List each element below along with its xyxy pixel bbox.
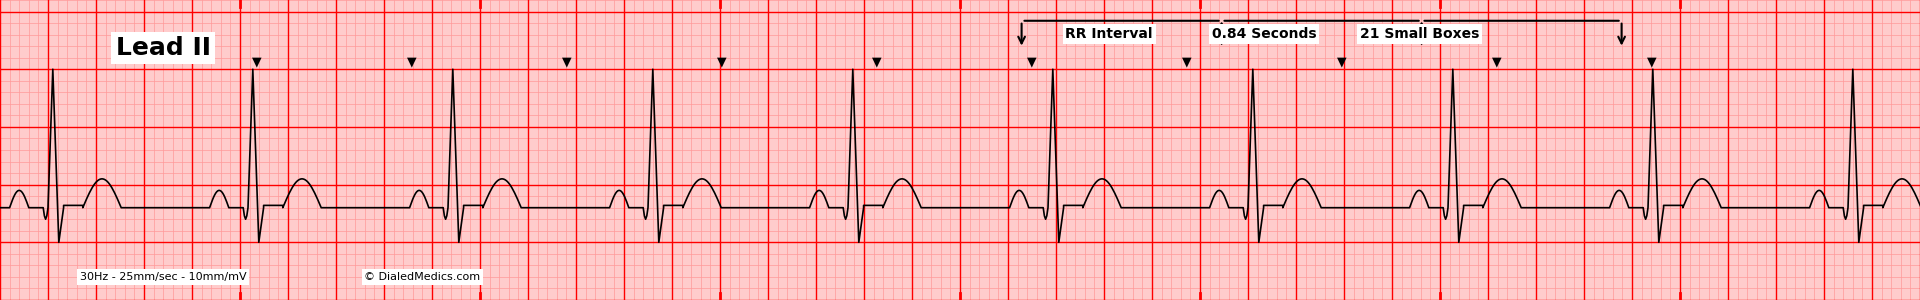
Text: ▼: ▼ [1027,56,1037,69]
Text: 0.84 Seconds: 0.84 Seconds [1212,27,1317,41]
Text: ▼: ▼ [1492,56,1501,69]
Text: ▼: ▼ [1336,56,1346,69]
Text: © DialedMedics.com: © DialedMedics.com [365,272,480,282]
Text: ▼: ▼ [716,56,726,69]
Text: ▼: ▼ [563,56,572,69]
Text: ▼: ▼ [252,56,261,69]
Text: ▼: ▼ [1647,56,1657,69]
Text: 30Hz - 25mm/sec - 10mm/mV: 30Hz - 25mm/sec - 10mm/mV [81,272,246,282]
Text: Lead II: Lead II [115,36,211,60]
Text: ▼: ▼ [407,56,417,69]
Text: ▼: ▼ [872,56,881,69]
Text: RR Interval: RR Interval [1066,27,1154,41]
Text: ▼: ▼ [1183,56,1192,69]
Text: 21 Small Boxes: 21 Small Boxes [1359,27,1478,41]
